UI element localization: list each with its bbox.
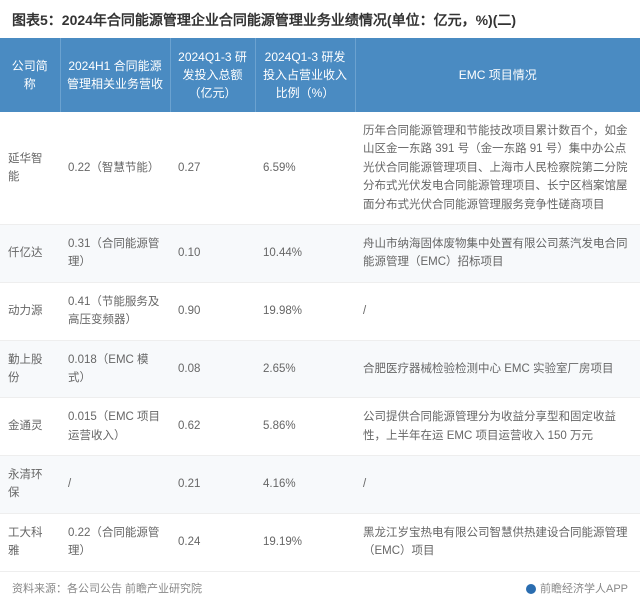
cell-revenue: 0.015（EMC 项目运营收入）: [60, 398, 170, 456]
cell-revenue: 0.22（智慧节能）: [60, 112, 170, 224]
col-header-rd-amount: 2024Q1-3 研发投入总额（亿元）: [170, 38, 255, 112]
cell-company: 工大科雅: [0, 513, 60, 571]
cell-company: 仟亿达: [0, 224, 60, 282]
cell-emc: 黑龙江岁宝热电有限公司智慧供热建设合同能源管理（EMC）项目: [355, 513, 640, 571]
cell-rd-amount: 0.90: [170, 282, 255, 340]
cell-emc: 舟山市纳海固体废物集中处置有限公司蒸汽发电合同能源管理（EMC）招标项目: [355, 224, 640, 282]
cell-rd-amount: 0.27: [170, 112, 255, 224]
cell-rd-amount: 0.10: [170, 224, 255, 282]
cell-rd-amount: 0.62: [170, 398, 255, 456]
cell-rd-ratio: 19.98%: [255, 282, 355, 340]
brand-text: 前瞻经济学人APP: [540, 583, 628, 595]
col-header-emc: EMC 项目情况: [355, 38, 640, 112]
cell-company: 永清环保: [0, 456, 60, 514]
cell-rd-amount: 0.24: [170, 513, 255, 571]
table-row: 仟亿达 0.31（合同能源管理） 0.10 10.44% 舟山市纳海固体废物集中…: [0, 224, 640, 282]
data-table: 公司简称 2024H1 合同能源管理相关业务营收 2024Q1-3 研发投入总额…: [0, 38, 640, 572]
cell-rd-ratio: 2.65%: [255, 340, 355, 398]
cell-revenue: 0.22（合同能源管理）: [60, 513, 170, 571]
cell-revenue: 0.41（节能服务及高压变频器）: [60, 282, 170, 340]
cell-emc: 公司提供合同能源管理分为收益分享型和固定收益性，上半年在运 EMC 项目运营收入…: [355, 398, 640, 456]
cell-revenue: /: [60, 456, 170, 514]
table-row: 动力源 0.41（节能服务及高压变频器） 0.90 19.98% /: [0, 282, 640, 340]
col-header-rd-ratio: 2024Q1-3 研发投入占营业收入比例（%）: [255, 38, 355, 112]
table-header: 公司简称 2024H1 合同能源管理相关业务营收 2024Q1-3 研发投入总额…: [0, 38, 640, 112]
cell-company: 延华智能: [0, 112, 60, 224]
table-body: 延华智能 0.22（智慧节能） 0.27 6.59% 历年合同能源管理和节能技改…: [0, 112, 640, 571]
table-row: 金通灵 0.015（EMC 项目运营收入） 0.62 5.86% 公司提供合同能…: [0, 398, 640, 456]
cell-rd-ratio: 6.59%: [255, 112, 355, 224]
col-header-revenue: 2024H1 合同能源管理相关业务营收: [60, 38, 170, 112]
cell-emc: /: [355, 282, 640, 340]
cell-emc: 合肥医疗器械检验检测中心 EMC 实验室厂房项目: [355, 340, 640, 398]
table-row: 勤上股份 0.018（EMC 模式） 0.08 2.65% 合肥医疗器械检验检测…: [0, 340, 640, 398]
cell-rd-ratio: 19.19%: [255, 513, 355, 571]
cell-company: 金通灵: [0, 398, 60, 456]
table-row: 工大科雅 0.22（合同能源管理） 0.24 19.19% 黑龙江岁宝热电有限公…: [0, 513, 640, 571]
chart-title: 图表5：2024年合同能源管理企业合同能源管理业务业绩情况(单位：亿元，%)(二…: [0, 0, 640, 38]
cell-revenue: 0.31（合同能源管理）: [60, 224, 170, 282]
footer: 资料来源：各公司公告 前瞻产业研究院 前瞻经济学人APP: [0, 572, 640, 606]
cell-emc: /: [355, 456, 640, 514]
cell-rd-amount: 0.21: [170, 456, 255, 514]
brand-label: 前瞻经济学人APP: [526, 580, 628, 596]
cell-rd-ratio: 4.16%: [255, 456, 355, 514]
table-row: 延华智能 0.22（智慧节能） 0.27 6.59% 历年合同能源管理和节能技改…: [0, 112, 640, 224]
col-header-company: 公司简称: [0, 38, 60, 112]
brand-logo-icon: [526, 584, 536, 594]
cell-rd-ratio: 5.86%: [255, 398, 355, 456]
cell-company: 动力源: [0, 282, 60, 340]
table-row: 永清环保 / 0.21 4.16% /: [0, 456, 640, 514]
source-text: 资料来源：各公司公告 前瞻产业研究院: [12, 580, 202, 596]
cell-company: 勤上股份: [0, 340, 60, 398]
cell-revenue: 0.018（EMC 模式）: [60, 340, 170, 398]
cell-emc: 历年合同能源管理和节能技改项目累计数百个，如金山区金一东路 391 号（金一东路…: [355, 112, 640, 224]
cell-rd-ratio: 10.44%: [255, 224, 355, 282]
cell-rd-amount: 0.08: [170, 340, 255, 398]
chart-container: 图表5：2024年合同能源管理企业合同能源管理业务业绩情况(单位：亿元，%)(二…: [0, 0, 640, 606]
